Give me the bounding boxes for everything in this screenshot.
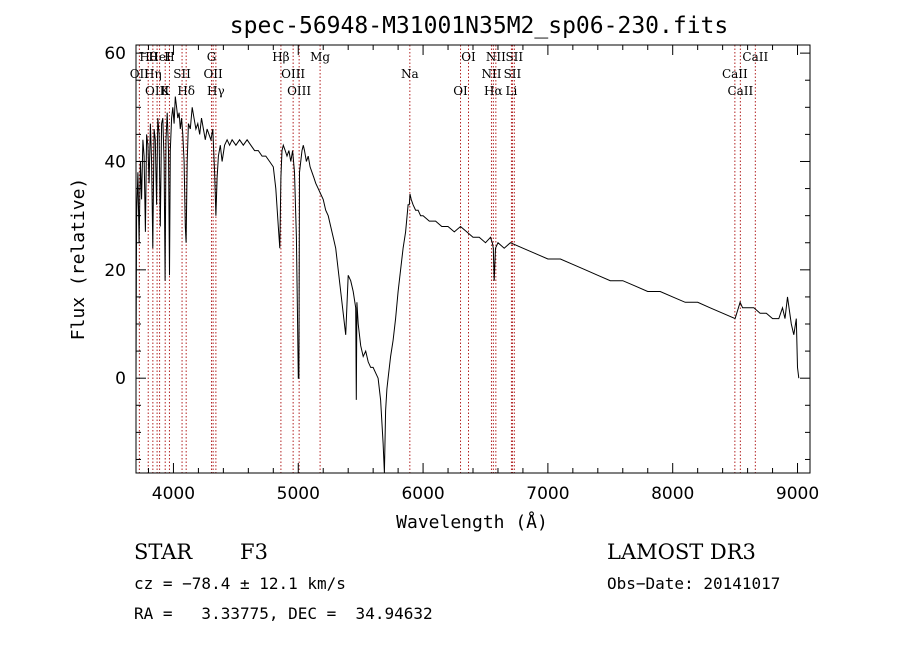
spectral-line-markers (138, 45, 756, 473)
spectral-line-label: Mg (310, 50, 330, 64)
spectral-line-label: NII (486, 50, 506, 64)
x-axis-ticks: 4000 5000 6000 7000 8000 9000 (147, 45, 819, 504)
spectral-line-label: HeI (148, 50, 171, 64)
y-tick-label: 40 (104, 152, 126, 172)
x-tick-label: 4000 (152, 484, 195, 504)
spectral-line-label: NII (481, 67, 501, 81)
spectral-line-label: Na (401, 67, 419, 81)
spectral-line-label: CaII (742, 50, 768, 64)
spectral-line-label: SII (504, 67, 522, 81)
spectral-line-label: H (164, 50, 174, 64)
x-tick-label: 8000 (651, 484, 694, 504)
y-tick-label: 0 (115, 369, 126, 389)
redshift-velocity: cz = −78.4 ± 12.1 km/s (134, 574, 346, 593)
spectral-line-label: SII (505, 50, 523, 64)
spectral-line-label: OII (203, 67, 223, 81)
spectral-line-label: K (161, 84, 171, 98)
spectral-line-label: OIII (287, 84, 311, 98)
spectral-line-label: SII (173, 67, 191, 81)
spectral-line-label: Li (506, 84, 518, 98)
x-tick-label: 5000 (277, 484, 320, 504)
object-subclass: F3 (240, 540, 268, 564)
survey-name: LAMOST DR3 (607, 540, 756, 564)
spectral-line-label: OI (453, 84, 468, 98)
spectral-line-label: OIII (145, 84, 169, 98)
x-tick-label: 6000 (401, 484, 444, 504)
x-tick-label: 7000 (526, 484, 569, 504)
spectral-line-label: OI (461, 50, 476, 64)
x-axis-label: Wavelength (Å) (396, 511, 548, 533)
spectral-line-label: CaII (727, 84, 753, 98)
y-axis-label: Flux (relative) (68, 178, 89, 341)
spectral-line-labels: HθOIIOIIIHeIHηKHSIIHδGOIIHγHβOIIIOIIIMgN… (130, 50, 769, 98)
observation-date: Obs−Date: 20141017 (607, 574, 781, 593)
chart-title: spec-56948-M31001N35M2_sp06-230.fits (230, 13, 729, 39)
plot-frame (135, 44, 811, 474)
coordinates: RA = 3.33775, DEC = 34.94632 (134, 604, 433, 623)
object-class: STAR (134, 540, 193, 564)
flux-series-line (135, 96, 800, 474)
spectral-line-label: Hγ (207, 84, 225, 98)
spectral-line-label: Hβ (272, 50, 289, 64)
spectral-line-label: CaII (722, 67, 748, 81)
spectral-line-label: OII (130, 67, 150, 81)
spectral-line-label: Hη (144, 67, 162, 81)
spectral-line-label: G (207, 50, 217, 64)
y-axis-ticks: 0 20 40 60 (104, 44, 810, 460)
y-tick-label: 20 (104, 261, 126, 281)
spectral-line-label: Hδ (177, 84, 195, 98)
y-tick-label: 60 (104, 44, 126, 64)
spectral-line-label: OIII (281, 67, 305, 81)
x-tick-label: 9000 (776, 484, 819, 504)
spectral-line-label: Hα (484, 84, 503, 98)
